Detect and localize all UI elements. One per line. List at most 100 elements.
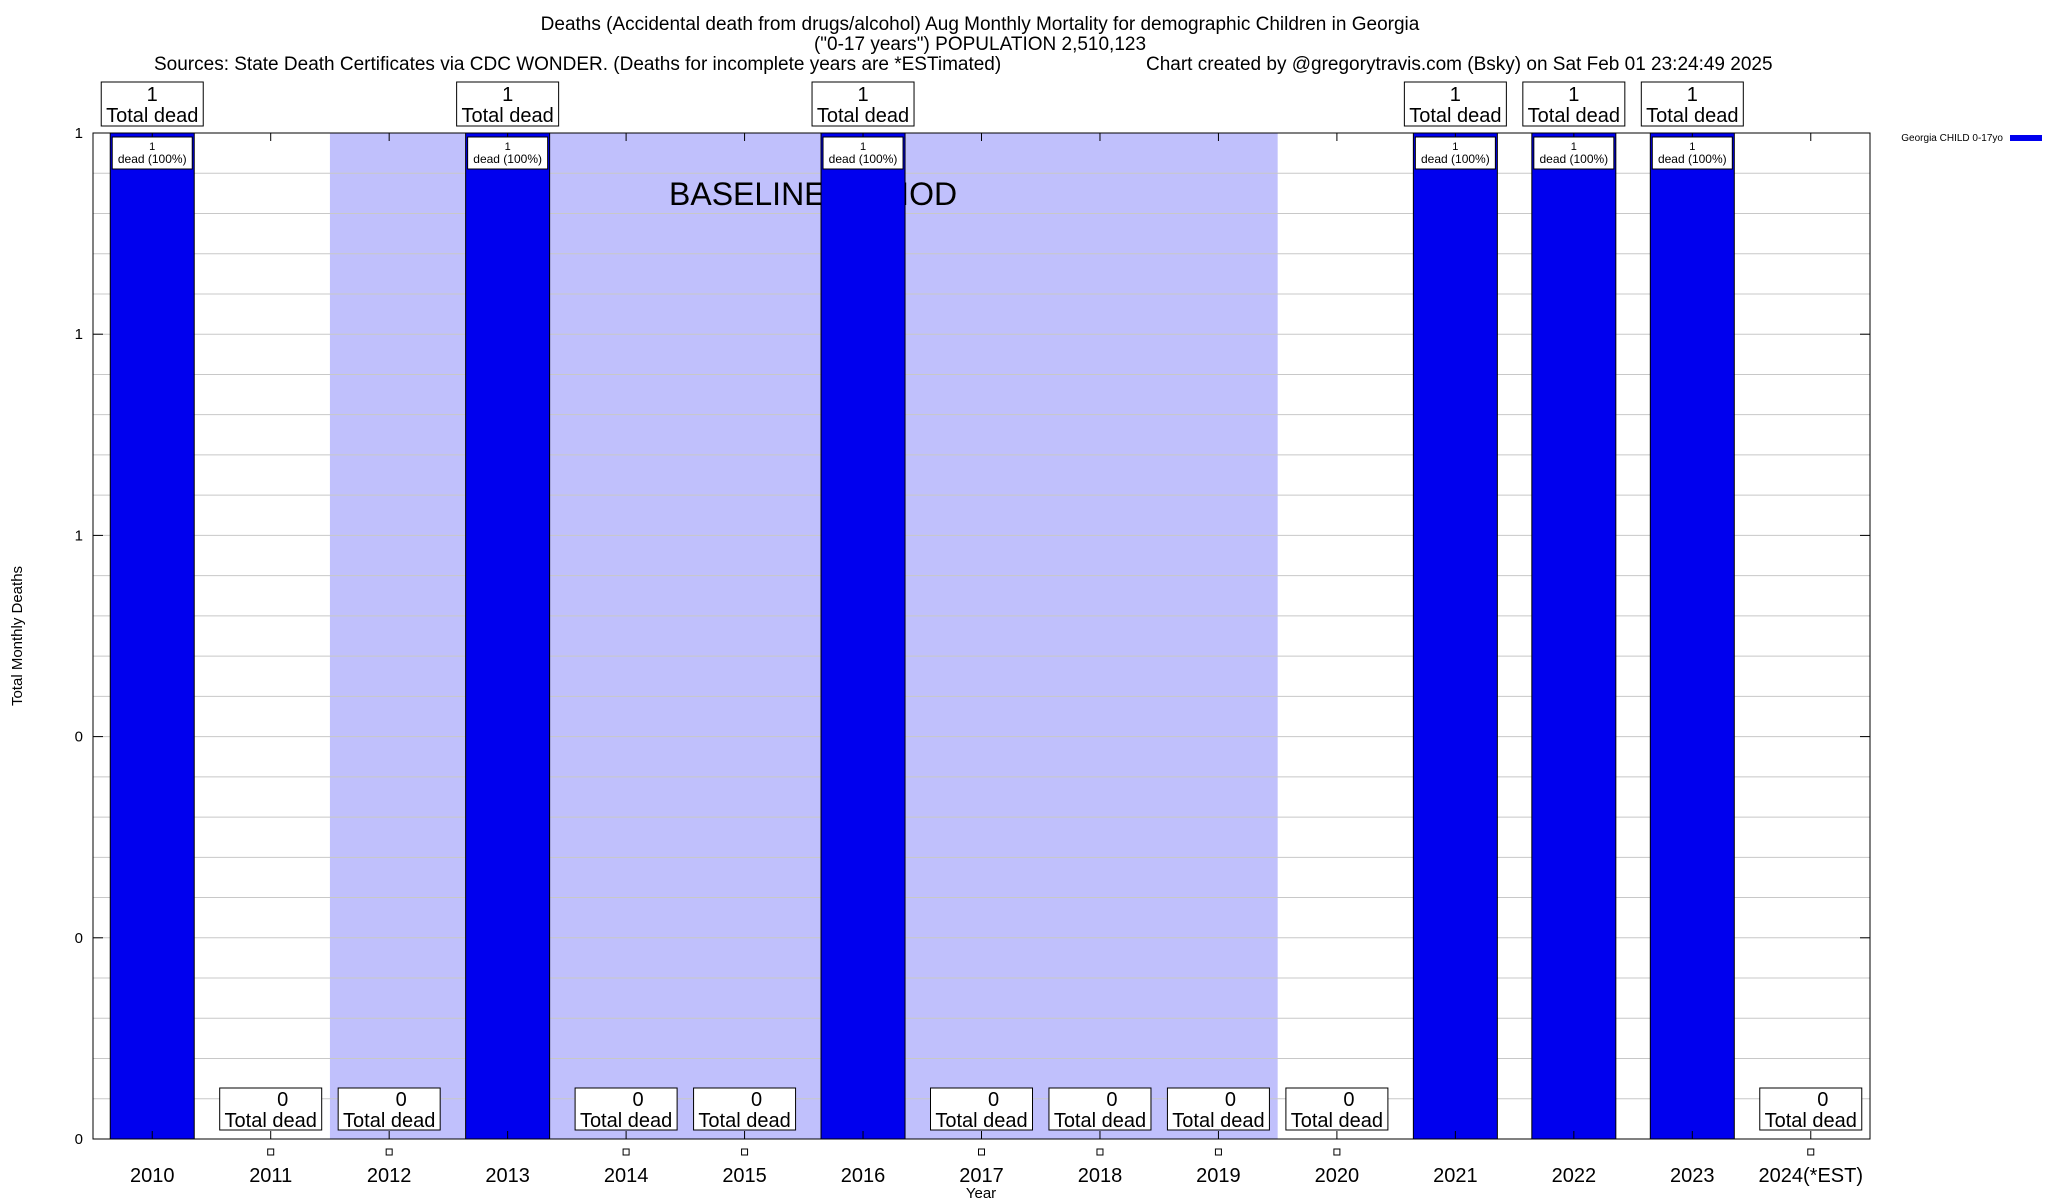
inner-label-value: 1	[505, 141, 511, 153]
total-label-text: Total dead	[343, 1110, 435, 1132]
total-label-box	[930, 1087, 1033, 1131]
inner-label-box	[1651, 136, 1733, 170]
total-label-value: 0	[633, 1089, 644, 1111]
inner-label-box	[822, 136, 904, 170]
inner-label-box	[467, 136, 549, 170]
baseline-period-label: BASELINE PERIOD	[669, 176, 957, 212]
total-label-text: Total dead	[1291, 1110, 1383, 1132]
y-axis-label: Total Monthly Deaths	[9, 566, 26, 706]
total-label-box	[1048, 1087, 1152, 1131]
inner-label-text: dead (100%)	[829, 152, 898, 166]
sources-note: Sources: State Death Certificates via CD…	[154, 54, 1002, 75]
total-label-value: 0	[1106, 1089, 1117, 1111]
inner-label-text: dead (100%)	[1658, 152, 1727, 166]
total-label-box	[456, 81, 560, 127]
total-label-text: Total dead	[817, 105, 909, 127]
total-label-box	[1522, 81, 1626, 127]
y-tick-label: 0	[75, 1131, 83, 1148]
x-tick-label: 2020	[1315, 1165, 1360, 1187]
x-tick-label: 2012	[367, 1165, 412, 1187]
x-axis: 2010 2011 2012 2013 2014 2015 2016 2017 2018 2019…	[130, 133, 1863, 1200]
x-tick-label: 2016	[841, 1165, 886, 1187]
legend: Georgia CHILD 0-17yo	[1901, 133, 2042, 144]
bar	[1649, 132, 1735, 1140]
total-label-value: 1	[857, 84, 868, 106]
bar	[820, 132, 906, 1140]
zero-marker	[385, 1148, 393, 1156]
zero-marker	[622, 1148, 630, 1156]
total-label-text: Total dead	[1528, 105, 1620, 127]
inner-label-box	[1414, 136, 1496, 170]
zero-marker	[1807, 1148, 1815, 1156]
chart-subtitle: ("0-17 years") POPULATION 2,510,123	[813, 34, 1147, 55]
zero-marker	[1214, 1148, 1222, 1156]
inner-label-text: dead (100%)	[118, 152, 187, 166]
total-label-text: Total dead	[461, 105, 553, 127]
chart-title: Deaths (Accidental death from drugs/alco…	[540, 14, 1420, 35]
total-label-value: 0	[1817, 1089, 1828, 1111]
bar	[1412, 132, 1498, 1140]
y-tick-label: 1	[75, 527, 83, 544]
inner-label-value: 1	[860, 141, 866, 153]
total-label-value: 0	[396, 1089, 407, 1111]
total-label-text: Total dead	[1054, 1110, 1146, 1132]
legend-label: Georgia CHILD 0-17yo	[1901, 133, 2003, 144]
total-label-text: Total dead	[1409, 105, 1501, 127]
inner-label-text: dead (100%)	[473, 152, 542, 166]
total-label-value: 0	[751, 1089, 762, 1111]
bars	[109, 132, 1815, 1156]
inner-label-value: 1	[149, 141, 155, 153]
zero-marker	[1096, 1148, 1104, 1156]
total-label-text: Total dead	[106, 105, 198, 127]
y-axis: 0 0 0 1 1 1 Total Monthly Deaths	[9, 125, 1870, 1148]
zero-marker	[741, 1148, 749, 1156]
total-label-box	[1285, 1087, 1389, 1131]
total-label-value: 1	[502, 84, 513, 106]
total-label-value: 1	[1687, 84, 1698, 106]
total-label-box	[219, 1087, 323, 1131]
x-tick-label: 2023	[1670, 1165, 1715, 1187]
inner-label-value: 1	[1689, 141, 1695, 153]
x-tick-label: 2014	[604, 1165, 649, 1187]
inner-label-text: dead (100%)	[1421, 152, 1490, 166]
inner-label-value: 1	[1452, 141, 1458, 153]
total-label-text: Total dead	[935, 1110, 1027, 1132]
y-tick-label: 0	[75, 729, 83, 746]
x-tick-label: 2015	[722, 1165, 767, 1187]
total-label-value: 1	[147, 84, 158, 106]
baseline-period-label-group: BASELINE PERIOD	[669, 176, 957, 212]
x-tick-label: 2017	[959, 1165, 1004, 1187]
total-label-value: 0	[277, 1089, 288, 1111]
bar	[465, 132, 551, 1140]
x-tick-label: 2010	[130, 1165, 175, 1187]
total-label-box	[1403, 81, 1507, 127]
inner-label-box	[111, 136, 193, 170]
inner-label-box	[1533, 136, 1615, 170]
total-label-text: Total dead	[1172, 1110, 1264, 1132]
x-tick-label: 2021	[1433, 1165, 1478, 1187]
y-tick-label: 0	[75, 930, 83, 947]
y-tick-label: 1	[75, 125, 83, 142]
total-label-box	[693, 1087, 797, 1131]
inner-label-value: 1	[1571, 141, 1577, 153]
total-label-box	[100, 81, 204, 127]
total-label-box	[1640, 81, 1744, 127]
x-tick-label: 2019	[1196, 1165, 1241, 1187]
legend-swatch	[2010, 135, 2042, 141]
y-tick-label: 1	[75, 326, 83, 343]
x-axis-label: Year	[966, 1185, 996, 1200]
total-label-text: Total dead	[1646, 105, 1738, 127]
total-label-value: 1	[1568, 84, 1579, 106]
zero-marker	[978, 1148, 985, 1156]
total-label-value: 0	[1225, 1089, 1236, 1111]
x-tick-label: 2011	[249, 1165, 292, 1187]
total-label-box	[811, 81, 915, 127]
total-label-text: Total dead	[580, 1110, 672, 1132]
bar	[109, 132, 195, 1140]
x-tick-label: 2018	[1078, 1165, 1123, 1187]
x-tick-label: 2022	[1552, 1165, 1597, 1187]
zero-marker	[267, 1148, 275, 1156]
total-label-text: Total dead	[225, 1110, 317, 1132]
